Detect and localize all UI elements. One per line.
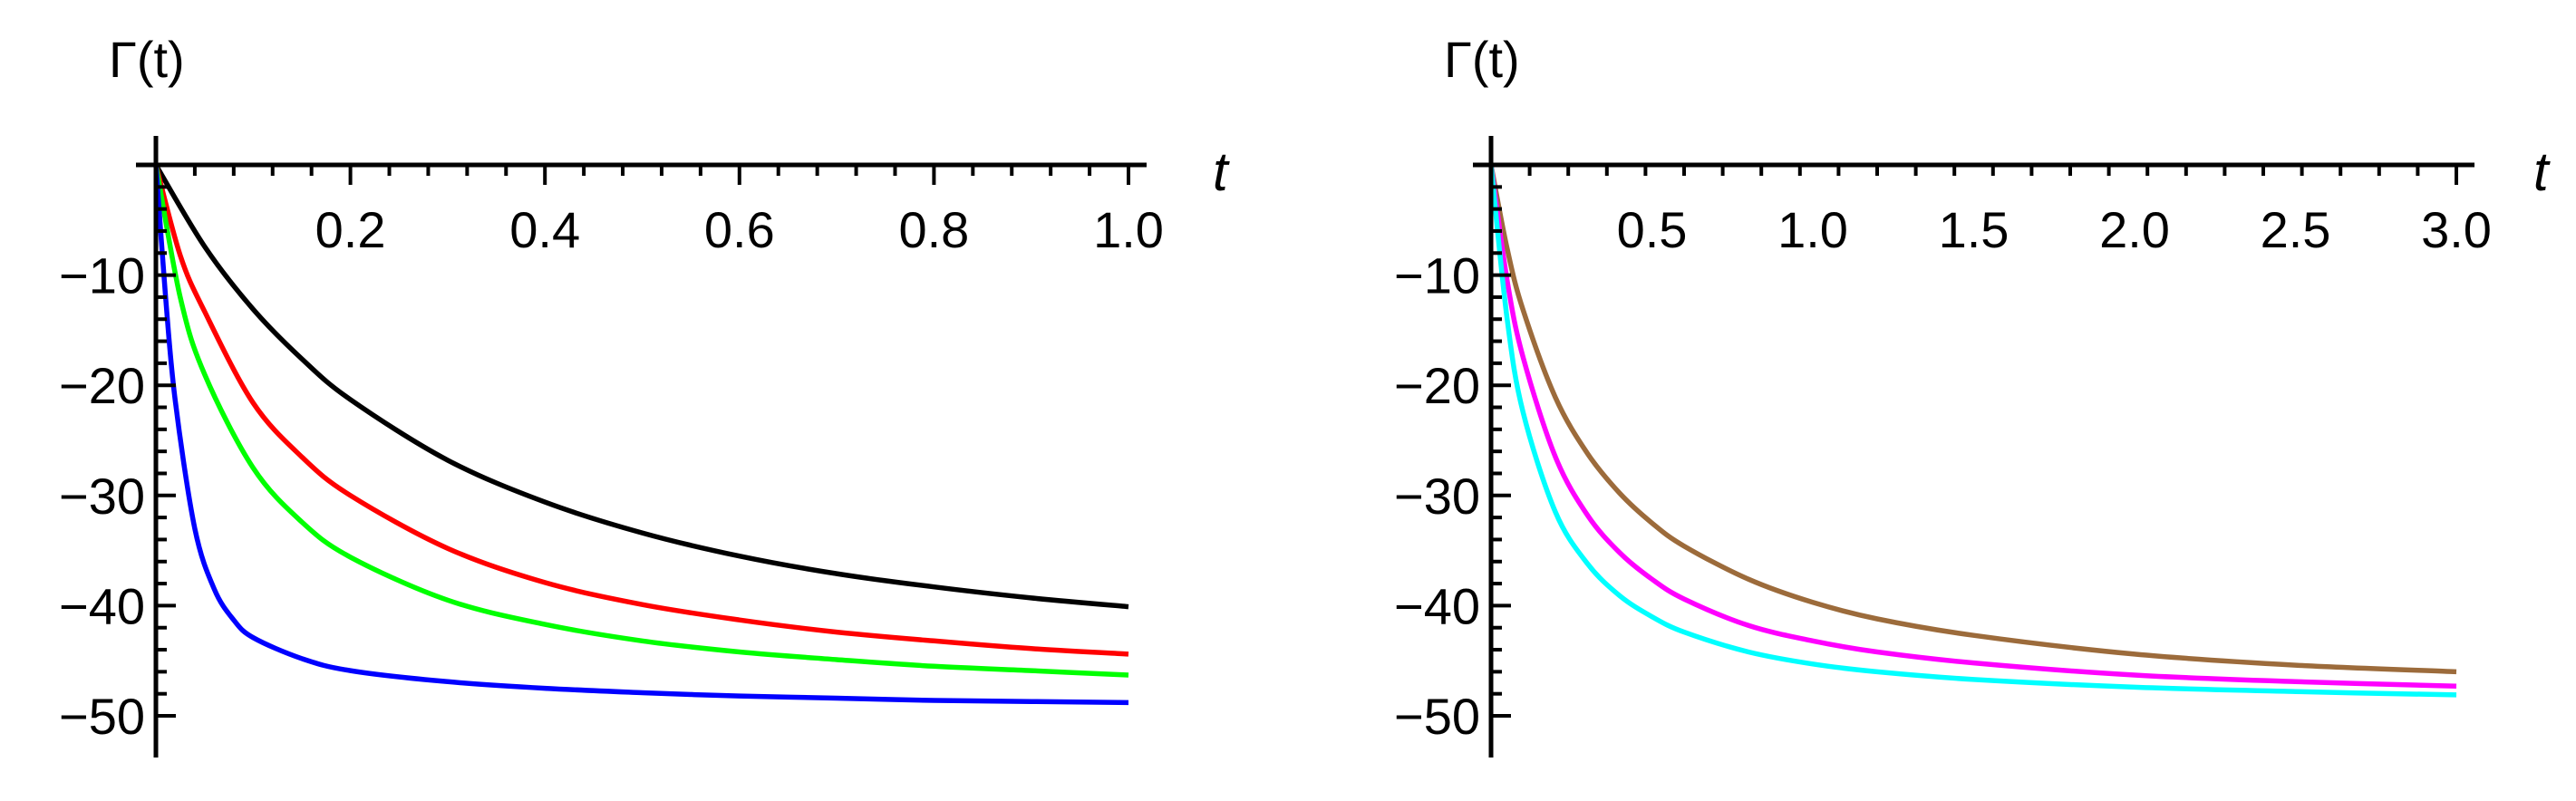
y-tick-label: −50 <box>1394 688 1480 745</box>
chart-left: 0.2 0.4 0.6 0.8 1.0 −10 −20 −30 −40 −50 Γ(t) t <box>59 31 1230 758</box>
y-axis-label: Γ(t) <box>109 31 185 88</box>
x-tick-label: 0.5 <box>1617 201 1688 258</box>
series-line-magenta <box>1488 164 2457 689</box>
y-tick-label: −30 <box>59 468 145 525</box>
x-axis-label: t <box>2533 141 2551 202</box>
y-tick-label: −20 <box>59 357 145 414</box>
chart-right: 0.5 1.0 1.5 2.0 2.5 3.0 −10 −20 −30 −40 −50 Γ(t) t <box>1394 31 2551 758</box>
x-tick-label: 0.2 <box>315 201 386 258</box>
x-tick-label: 0.8 <box>898 201 969 258</box>
x-tick-label: 3.0 <box>2421 201 2492 258</box>
series-line-red <box>153 164 1129 657</box>
y-tick-label: −10 <box>59 247 145 304</box>
y-tick-label: −40 <box>1394 577 1480 634</box>
series-line-black <box>153 163 1129 610</box>
y-axis-label: Γ(t) <box>1444 31 1520 88</box>
series-line-cyan <box>1488 164 2457 698</box>
x-tick-label: 2.0 <box>2099 201 2170 258</box>
y-tick-label: −40 <box>59 577 145 634</box>
x-tick-label: 2.5 <box>2261 201 2331 258</box>
y-tick-label: −10 <box>1394 247 1480 304</box>
x-axis-label: t <box>1213 141 1230 202</box>
x-tick-label: 0.4 <box>509 201 580 258</box>
y-tick-label: −20 <box>1394 357 1480 414</box>
series-line-blue <box>153 164 1129 706</box>
x-tick-label: 0.6 <box>704 201 775 258</box>
x-tick-label: 1.5 <box>1939 201 2009 258</box>
x-tick-label: 1.0 <box>1093 201 1164 258</box>
y-tick-label: −30 <box>1394 468 1480 525</box>
series-line-brown <box>1488 164 2457 675</box>
series-line-green <box>153 164 1129 678</box>
y-tick-label: −50 <box>59 688 145 745</box>
x-tick-label: 1.0 <box>1777 201 1848 258</box>
